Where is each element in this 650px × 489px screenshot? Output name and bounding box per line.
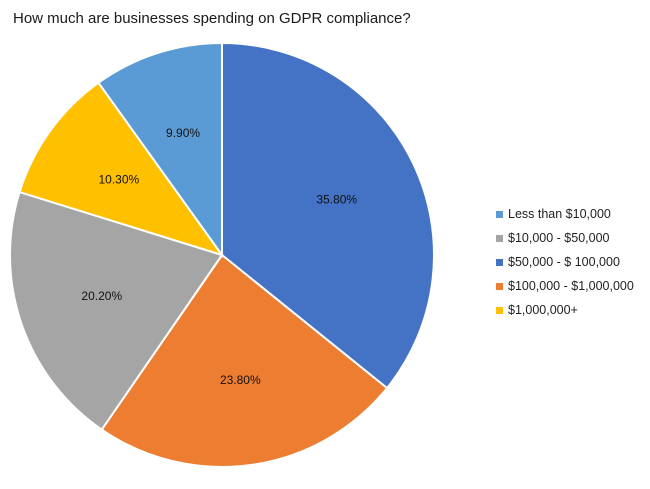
legend-label: $1,000,000+ (508, 303, 578, 317)
legend-label: $50,000 - $ 100,000 (508, 255, 620, 269)
legend-label: $100,000 - $1,000,000 (508, 279, 634, 293)
slice-data-label: 20.20% (81, 289, 122, 303)
legend-item: $100,000 - $1,000,000 (496, 274, 634, 298)
legend-swatch (496, 210, 503, 218)
slice-data-label: 23.80% (220, 373, 261, 387)
pie-slice (18, 81, 225, 257)
slice-data-label: 9.90% (166, 126, 200, 140)
legend-label: $10,000 - $50,000 (508, 231, 610, 245)
pie-slice (97, 41, 223, 259)
legend-swatch (496, 306, 503, 314)
legend-swatch (496, 258, 503, 266)
slice-data-label: 10.30% (99, 173, 140, 187)
chart-title: How much are businesses spending on GDPR… (13, 10, 411, 27)
legend-item: $1,000,000+ (496, 298, 634, 322)
legend-item: $50,000 - $ 100,000 (496, 250, 634, 274)
pie-slice (9, 190, 224, 431)
legend-label: Less than $10,000 (508, 207, 611, 221)
legend-item: Less than $10,000 (496, 202, 634, 226)
pie-slice (100, 253, 389, 468)
pie-slice (221, 41, 435, 390)
legend-swatch (496, 282, 503, 290)
legend-item: $10,000 - $50,000 (496, 226, 634, 250)
legend-swatch (496, 234, 503, 242)
slice-data-label: 35.80% (316, 192, 357, 206)
chart-legend: Less than $10,000 $10,000 - $50,000 $50,00… (496, 202, 634, 322)
